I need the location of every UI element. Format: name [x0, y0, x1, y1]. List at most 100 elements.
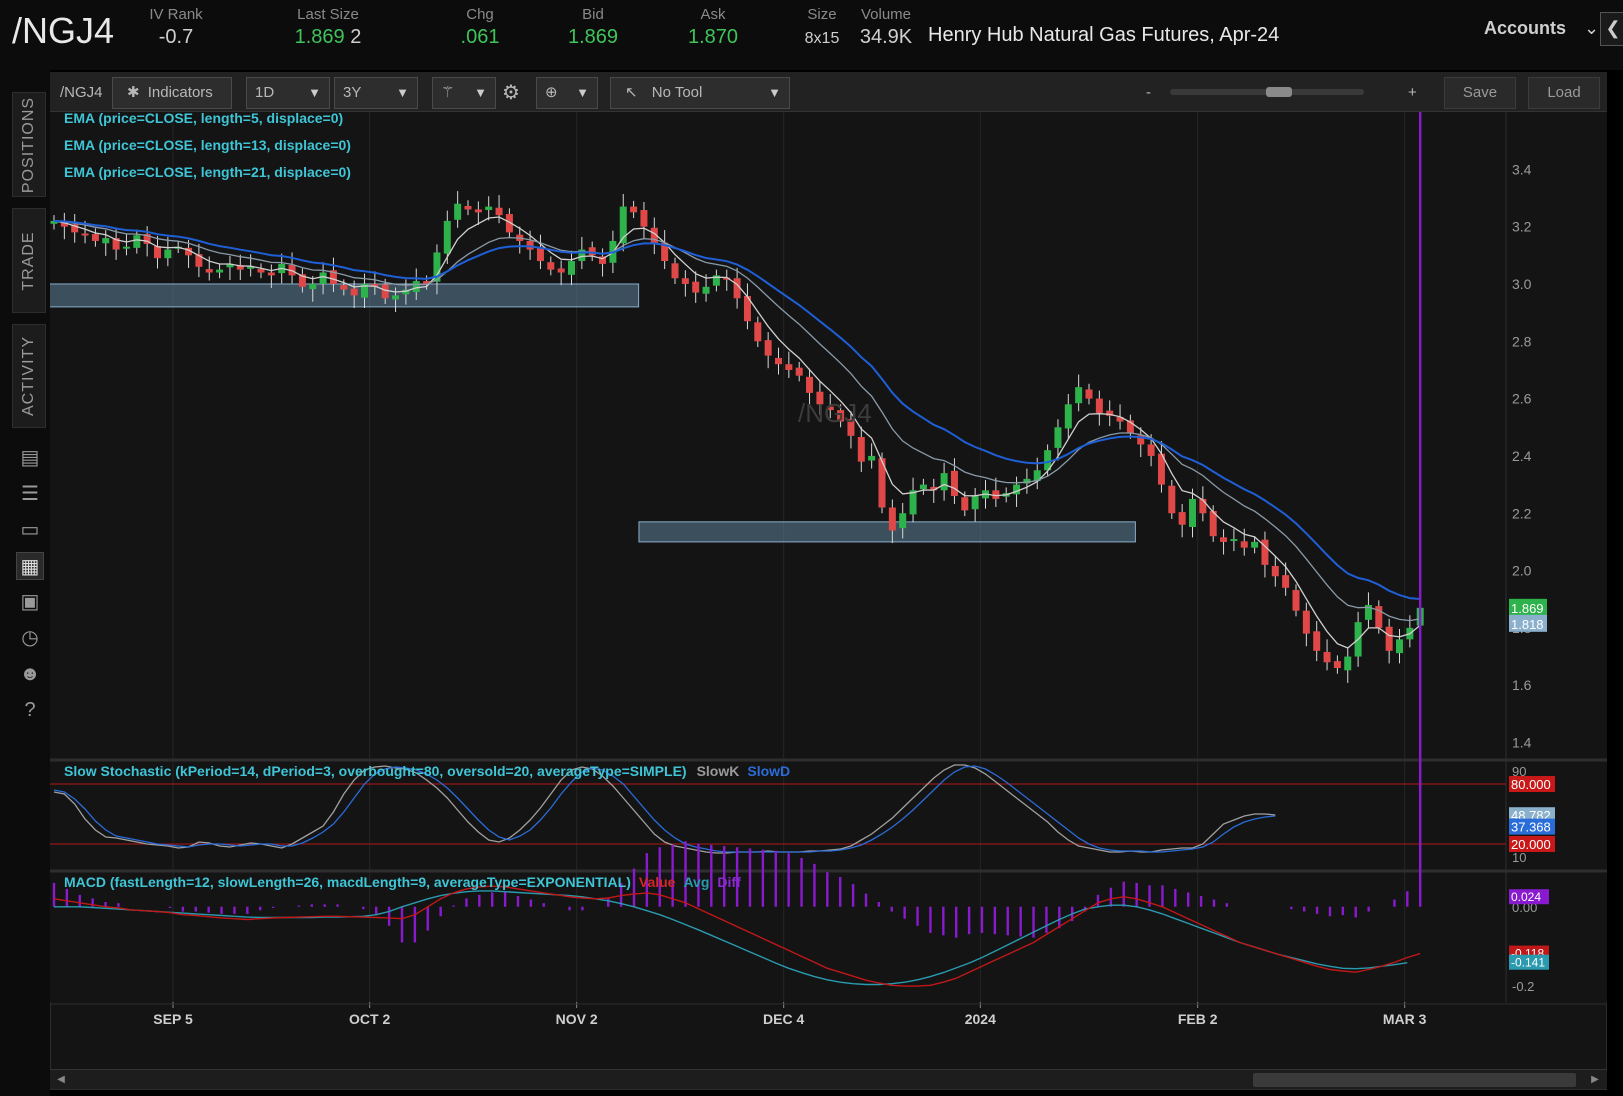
price-tick-label: 2.4: [1512, 448, 1532, 464]
stochastic-label[interactable]: Slow Stochastic (kPeriod=14, dPeriod=3, …: [64, 763, 790, 779]
indicators-button[interactable]: ✱ Indicators: [112, 77, 232, 109]
chevron-down-icon[interactable]: ⌄: [1584, 18, 1600, 38]
price-tag: 1.818: [1511, 617, 1544, 632]
candle-body: [71, 224, 79, 233]
macd-label[interactable]: MACD (fastLength=12, slowLength=26, macd…: [64, 874, 741, 890]
zoom-slider[interactable]: [1170, 87, 1364, 97]
candle-body: [568, 261, 575, 275]
price-chart[interactable]: SEP 5 OCT 2 NOV 2 DEC 4 2024 FEB 2 MAR 3 3.4 3.2…: [50, 112, 1607, 1068]
candle-body: [1106, 410, 1114, 416]
quote-header: /NGJ4 IV Rank -0.7 Last Size 1.869 2 Chg…: [0, 0, 1623, 70]
candle-body: [50, 220, 58, 224]
candle-body: [619, 206, 627, 244]
candle-body: [712, 275, 720, 286]
zoom-out-button[interactable]: -: [1146, 84, 1151, 101]
monitor-icon[interactable]: ▤: [20, 447, 40, 469]
candle-body: [940, 473, 948, 491]
study-label-ema5[interactable]: EMA (price=CLOSE, length=5, displace=0): [64, 112, 343, 126]
list-icon[interactable]: ☰: [21, 483, 39, 505]
candle-body: [630, 206, 638, 213]
candle-body: [1323, 651, 1331, 663]
bid: Bid 1.869: [560, 6, 626, 49]
change-label: Chg: [466, 6, 494, 23]
candle-body: [236, 265, 244, 270]
chart-style-select[interactable]: ⚚ ▼: [432, 77, 496, 109]
interval-select[interactable]: 1D ▼: [246, 77, 330, 109]
candle-body: [319, 272, 327, 284]
load-button[interactable]: Load: [1528, 77, 1600, 109]
drawings-icon: ⊕: [545, 84, 558, 101]
chevron-down-icon: ▼: [768, 85, 781, 100]
last-size: Last Size 1.869 2: [270, 6, 386, 49]
chart-symbol[interactable]: /NGJ4: [60, 84, 103, 101]
chart-icon[interactable]: ▦: [16, 552, 44, 580]
candle-body: [298, 274, 306, 287]
candle-body: [309, 283, 317, 290]
candle-body: [1220, 537, 1228, 542]
scroll-right-icon[interactable]: ▶: [1591, 1074, 1599, 1085]
candle-body: [464, 206, 472, 210]
candle-body: [733, 278, 741, 299]
candle-body: [1364, 604, 1372, 620]
save-button[interactable]: Save: [1444, 77, 1516, 109]
stochastic-tick-label: 90: [1512, 764, 1526, 779]
cursor-icon: ↖: [625, 84, 638, 101]
scrollbar-thumb[interactable]: [1253, 1073, 1576, 1087]
gear-icon[interactable]: ⚙: [502, 82, 520, 104]
tool-select[interactable]: ↖ No Tool ▼: [610, 77, 790, 109]
candle-body: [143, 234, 151, 244]
scroll-left-icon[interactable]: ◀: [57, 1074, 65, 1085]
study-label-ema13[interactable]: EMA (price=CLOSE, length=13, displace=0): [64, 137, 351, 153]
drawing-set-select[interactable]: ⊕ ▼: [536, 77, 598, 109]
tab-trade[interactable]: TRADE: [12, 208, 46, 313]
price-tick-label: 2.8: [1512, 333, 1532, 349]
accounts-menu[interactable]: Accounts: [1484, 18, 1567, 38]
candle-body: [154, 246, 161, 259]
clock-icon[interactable]: ◷: [21, 627, 39, 649]
stochastic-label-text: Slow Stochastic (kPeriod=14, dPeriod=3, …: [64, 763, 687, 779]
candle-body: [1396, 639, 1403, 654]
change-value: .061: [460, 26, 500, 48]
candle-body: [1147, 444, 1155, 456]
zoom-in-button[interactable]: +: [1408, 84, 1417, 101]
tab-positions[interactable]: POSITIONS: [12, 92, 46, 197]
size-label: Size: [807, 6, 837, 23]
stochastic-legend-slowd: SlowD: [747, 763, 790, 779]
bid-value[interactable]: 1.869: [567, 26, 619, 48]
candle-body: [185, 247, 193, 256]
ask-value[interactable]: 1.870: [687, 26, 739, 48]
macd-tag-bg: [1509, 889, 1549, 905]
volume-value: 34.9K: [859, 26, 913, 48]
candle-body: [754, 322, 762, 342]
last-size-value: 1.869 2: [270, 26, 386, 49]
people-icon[interactable]: ☻: [19, 663, 41, 685]
tool-value: No Tool: [651, 84, 703, 101]
candle-body: [837, 410, 845, 422]
instrument-description: Henry Hub Natural Gas Futures, Apr-24: [928, 24, 1280, 46]
candle-body: [681, 278, 689, 284]
candle-body: [1126, 420, 1134, 433]
collapse-left-icon[interactable]: ❮: [1600, 12, 1623, 46]
help-icon[interactable]: ?: [24, 699, 36, 721]
candle-body: [878, 458, 886, 508]
zoom-slider-thumb[interactable]: [1265, 87, 1292, 97]
range-select[interactable]: 3Y ▼: [334, 77, 418, 109]
symbol-title[interactable]: /NGJ4: [12, 10, 115, 51]
grid-icon[interactable]: ▣: [20, 591, 40, 613]
candle-body: [1157, 453, 1165, 485]
candle-body: [1023, 478, 1031, 484]
candle-body: [361, 283, 368, 298]
volume: Volume 34.9K: [856, 6, 916, 49]
study-label-ema21[interactable]: EMA (price=CLOSE, length=21, displace=0): [64, 164, 351, 180]
tv-icon[interactable]: ▭: [20, 519, 40, 541]
macd-legend-diff: Diff: [717, 874, 741, 890]
candle-body: [930, 486, 938, 491]
chart-toolbar: /NGJ4 ✱ Indicators 1D ▼ 3Y ▼ ⚚ ▼ ⚙ ⊕ ▼ ↖…: [50, 72, 1607, 112]
candle-body: [1137, 435, 1145, 445]
candle-body: [919, 484, 927, 490]
candle-body: [650, 227, 658, 244]
candle-body: [806, 376, 814, 393]
chart-horizontal-scrollbar[interactable]: ◀ ▶: [50, 1069, 1607, 1089]
tab-activity[interactable]: ACTIVITY: [12, 324, 46, 428]
